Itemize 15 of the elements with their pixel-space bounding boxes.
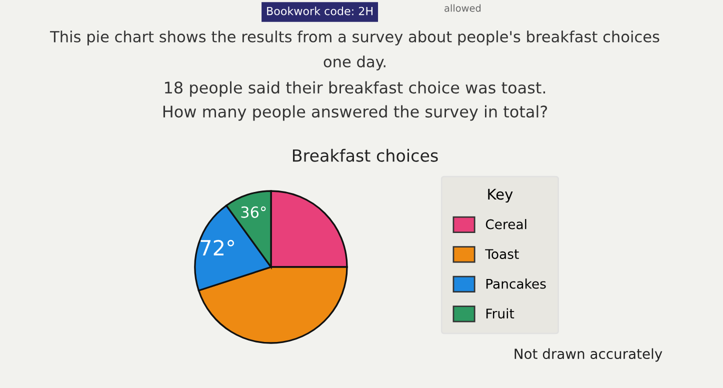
legend-label: Toast <box>485 249 519 260</box>
chart-title: Breakfast choices <box>292 148 438 162</box>
text: This pie chart shows the results from a survey about people's breakfast choices <box>50 30 660 46</box>
legend-label: Fruit <box>486 308 514 319</box>
data-label: 72° <box>200 240 234 256</box>
text: one day. <box>324 56 386 70</box>
text: Bookwork code: 2H <box>267 6 372 16</box>
text: How many people answered the survey in total? <box>163 105 548 121</box>
legend-label: Cereal <box>486 219 526 230</box>
text: Not drawn accurately <box>514 348 662 362</box>
text: 18 people said their breakfast choice was toast. <box>165 81 546 97</box>
text: allowed <box>444 4 481 12</box>
legend-title: Key <box>488 188 513 203</box>
legend-label: Pancakes <box>486 278 546 289</box>
data-label: 36° <box>241 206 266 218</box>
